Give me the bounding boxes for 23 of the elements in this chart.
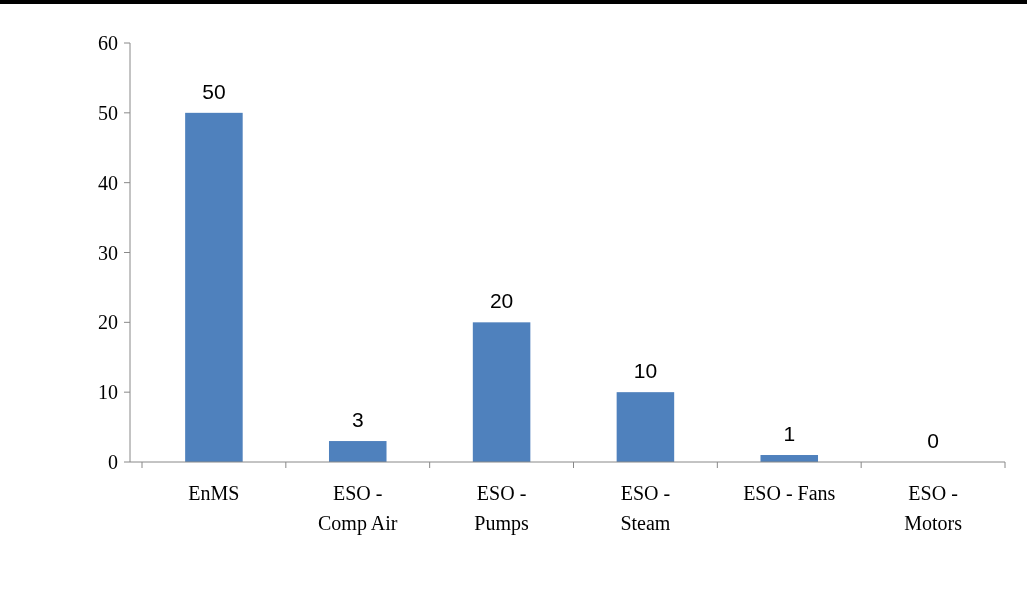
x-tick-label: ESO - Steam — [620, 482, 671, 534]
bar — [472, 322, 531, 462]
data-label: 1 — [783, 422, 796, 446]
data-label: 0 — [927, 429, 939, 452]
x-tick-label: EnMS — [188, 482, 240, 504]
y-tick-label: 10 — [98, 381, 118, 404]
bar — [185, 112, 243, 462]
bar — [616, 392, 675, 462]
x-tick-label: ESO - Motors — [904, 482, 963, 534]
y-tick-label: 60 — [98, 32, 118, 54]
y-tick-label: 0 — [108, 451, 118, 473]
y-tick-label: 50 — [98, 101, 118, 124]
y-tick-label: 30 — [98, 241, 118, 264]
x-tick-label: ESO - Fans — [743, 482, 836, 504]
data-label: 50 — [202, 79, 226, 103]
data-label: 20 — [489, 289, 514, 313]
bar — [328, 441, 387, 462]
x-tick-label: ESO - Pumps — [474, 482, 530, 535]
y-tick-label: 20 — [98, 311, 118, 334]
x-tick-label: ESO - Comp Air — [318, 482, 398, 535]
y-tick-label: 40 — [98, 171, 118, 194]
data-label: 10 — [633, 359, 658, 383]
data-label: 3 — [351, 408, 364, 432]
